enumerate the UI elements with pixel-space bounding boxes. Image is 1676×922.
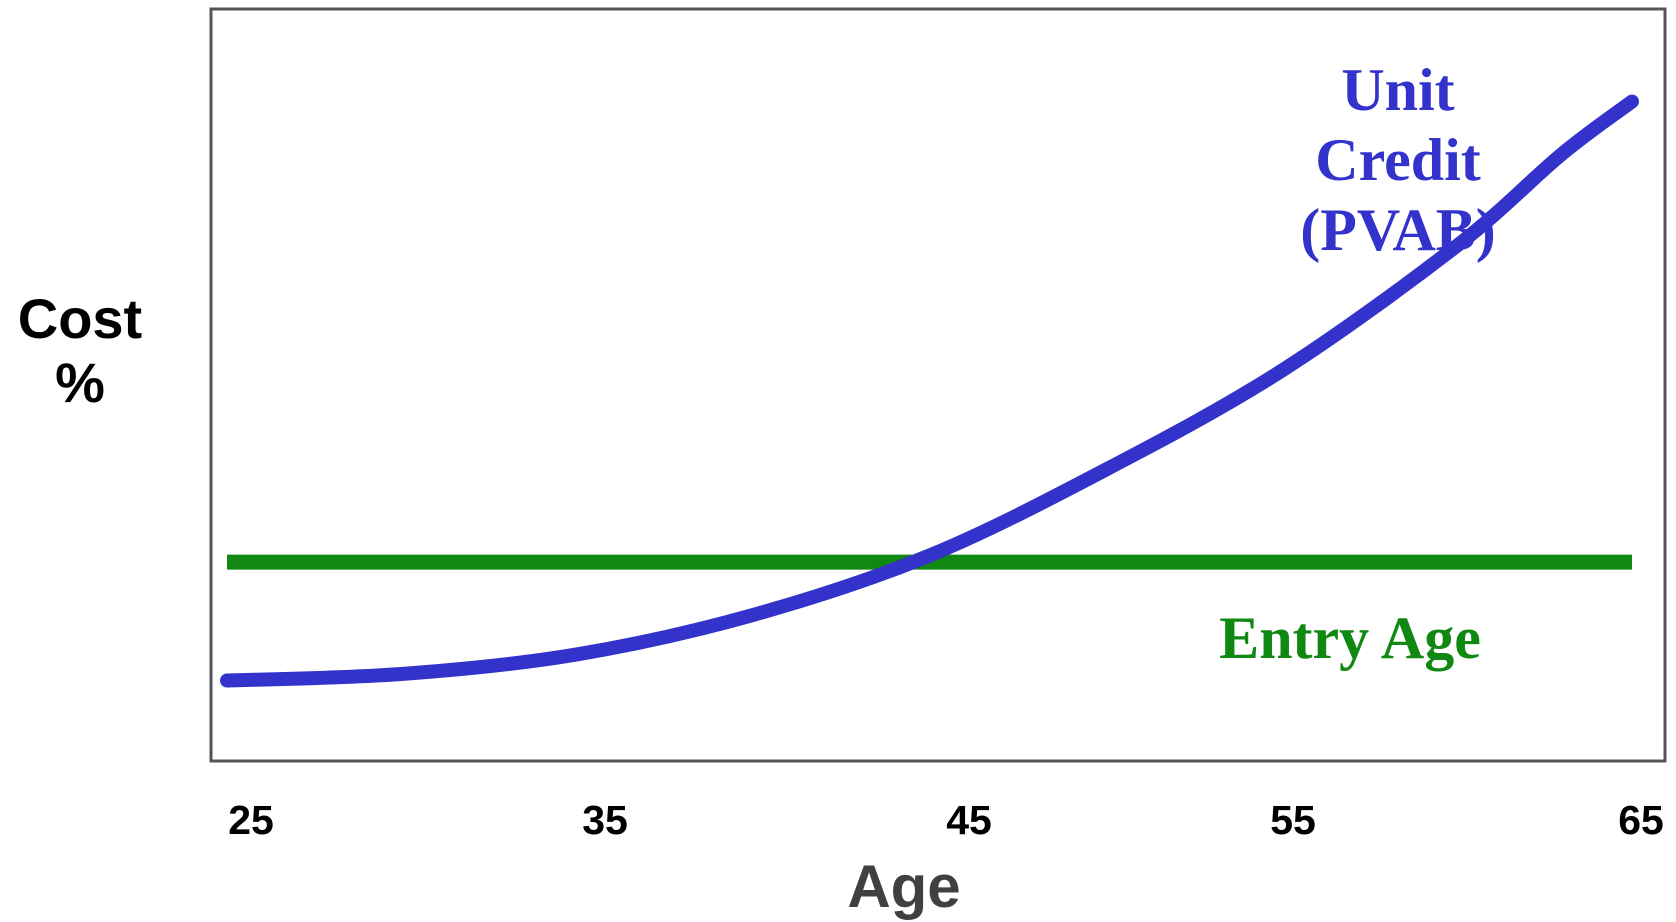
- x-tick-label: 25: [228, 797, 274, 843]
- series-label-unit-credit-line-3: (PVAB): [1300, 197, 1496, 263]
- series-line-unit-credit: [220, 94, 1639, 688]
- x-tick-label: 45: [946, 797, 992, 843]
- series-label-unit-credit-line-2: Credit: [1315, 127, 1481, 193]
- series-label-unit-credit-line-1: Unit: [1341, 57, 1454, 123]
- x-tick-label: 55: [1270, 797, 1316, 843]
- series-layer: [220, 94, 1639, 688]
- x-axis-label: Age: [847, 853, 960, 920]
- x-tick-label: 65: [1618, 797, 1664, 843]
- y-axis-label-line-2: %: [55, 351, 105, 414]
- series-labels: Unit Credit (PVAB) Entry Age: [1219, 57, 1496, 671]
- x-tick-label: 35: [582, 797, 628, 843]
- series-label-entry-age: Entry Age: [1219, 605, 1481, 671]
- y-axis-label-line-1: Cost: [18, 287, 142, 350]
- plot-area-frame: [209, 7, 1667, 763]
- x-axis-ticks: 25 35 45 55 65: [228, 797, 1664, 843]
